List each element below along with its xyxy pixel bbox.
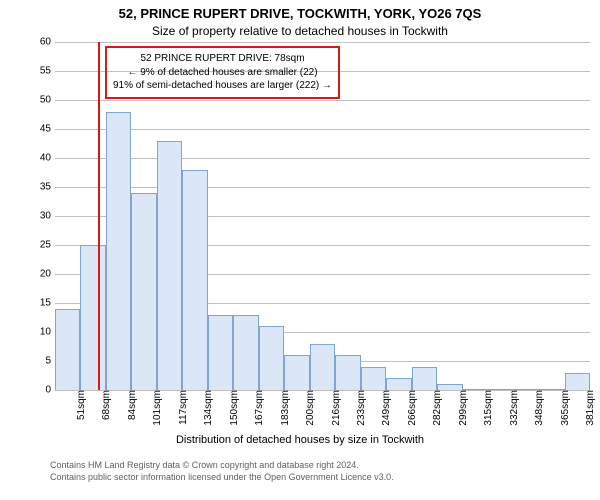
y-tick-label: 15	[40, 298, 55, 309]
x-tick-label: 51sqm	[72, 390, 87, 420]
reference-line	[98, 42, 100, 390]
x-tick-label: 249sqm	[377, 390, 392, 426]
attribution-text: Contains HM Land Registry data © Crown c…	[50, 460, 590, 483]
attribution-line: Contains public sector information licen…	[50, 472, 590, 484]
x-tick-label: 332sqm	[505, 390, 520, 426]
x-tick-label: 315sqm	[479, 390, 494, 426]
property-infobox: 52 PRINCE RUPERT DRIVE: 78sqm← 9% of det…	[105, 46, 340, 99]
x-tick-label: 348sqm	[530, 390, 545, 426]
x-tick-label: 216sqm	[327, 390, 342, 426]
histogram-bar	[310, 344, 335, 390]
histogram-bar	[55, 309, 80, 390]
x-tick-label: 68sqm	[97, 390, 112, 420]
gridline	[55, 158, 590, 159]
y-tick-label: 25	[40, 240, 55, 251]
y-tick-label: 45	[40, 124, 55, 135]
gridline	[55, 129, 590, 130]
gridline	[55, 100, 590, 101]
gridline	[55, 42, 590, 43]
histogram-bar	[208, 315, 233, 390]
x-tick-label: 134sqm	[199, 390, 214, 426]
histogram-bar	[412, 367, 437, 390]
attribution-line: Contains HM Land Registry data © Crown c…	[50, 460, 590, 472]
plot-area: 05101520253035404550556051sqm68sqm84sqm1…	[55, 42, 590, 390]
infobox-line: 52 PRINCE RUPERT DRIVE: 78sqm	[113, 52, 332, 66]
x-axis-label: Distribution of detached houses by size …	[0, 434, 600, 446]
x-tick-label: 381sqm	[581, 390, 596, 426]
histogram-bar	[259, 326, 284, 390]
x-tick-label: 282sqm	[428, 390, 443, 426]
y-tick-label: 35	[40, 182, 55, 193]
histogram-chart: 52, PRINCE RUPERT DRIVE, TOCKWITH, YORK,…	[0, 0, 600, 500]
chart-title-secondary: Size of property relative to detached ho…	[0, 24, 600, 38]
y-tick-label: 50	[40, 95, 55, 106]
x-tick-label: 299sqm	[454, 390, 469, 426]
histogram-bar	[182, 170, 207, 390]
histogram-bar	[335, 355, 360, 390]
x-tick-label: 84sqm	[123, 390, 138, 420]
x-tick-label: 200sqm	[301, 390, 316, 426]
histogram-bar	[361, 367, 386, 390]
x-tick-label: 266sqm	[403, 390, 418, 426]
histogram-bar	[233, 315, 258, 390]
x-tick-label: 117sqm	[174, 390, 189, 425]
x-tick-label: 233sqm	[352, 390, 367, 426]
x-tick-label: 150sqm	[225, 390, 240, 426]
y-tick-label: 40	[40, 153, 55, 164]
x-tick-label: 183sqm	[276, 390, 291, 426]
histogram-bar	[106, 112, 131, 390]
histogram-bar	[157, 141, 182, 390]
histogram-bar	[131, 193, 156, 390]
histogram-bar	[565, 373, 590, 390]
x-tick-label: 167sqm	[250, 390, 265, 426]
y-tick-label: 10	[40, 327, 55, 338]
histogram-bar	[80, 245, 105, 390]
infobox-line: ← 9% of detached houses are smaller (22)	[113, 66, 332, 80]
histogram-bar	[284, 355, 309, 390]
chart-title-primary: 52, PRINCE RUPERT DRIVE, TOCKWITH, YORK,…	[0, 6, 600, 21]
y-tick-label: 60	[40, 37, 55, 48]
y-tick-label: 0	[45, 385, 55, 396]
y-tick-label: 20	[40, 269, 55, 280]
gridline	[55, 187, 590, 188]
x-tick-label: 101sqm	[148, 390, 163, 426]
y-tick-label: 5	[45, 356, 55, 367]
x-tick-label: 365sqm	[556, 390, 571, 426]
infobox-line: 91% of semi-detached houses are larger (…	[113, 79, 332, 93]
y-tick-label: 55	[40, 66, 55, 77]
histogram-bar	[386, 378, 411, 390]
y-tick-label: 30	[40, 211, 55, 222]
